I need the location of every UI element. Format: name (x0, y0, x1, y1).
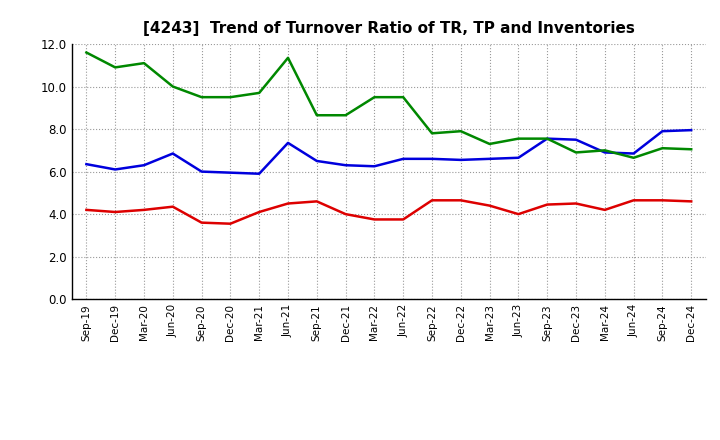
Inventories (197, 95, 206, 100)
Trade Payables (111, 167, 120, 172)
Trade Payables (284, 140, 292, 146)
Trade Payables (572, 137, 580, 142)
Line: Inventories: Inventories (86, 52, 691, 158)
Title: [4243]  Trend of Turnover Ratio of TR, TP and Inventories: [4243] Trend of Turnover Ratio of TR, TP… (143, 21, 635, 36)
Trade Receivables (226, 221, 235, 226)
Trade Receivables (456, 198, 465, 203)
Trade Receivables (428, 198, 436, 203)
Inventories (168, 84, 177, 89)
Legend: Trade Receivables, Trade Payables, Inventories: Trade Receivables, Trade Payables, Inven… (162, 438, 616, 440)
Trade Receivables (111, 209, 120, 215)
Inventories (428, 131, 436, 136)
Trade Payables (687, 128, 696, 133)
Trade Receivables (658, 198, 667, 203)
Trade Receivables (284, 201, 292, 206)
Inventories (399, 95, 408, 100)
Trade Receivables (312, 199, 321, 204)
Trade Payables (168, 151, 177, 156)
Inventories (255, 90, 264, 95)
Trade Receivables (168, 204, 177, 209)
Trade Payables (629, 151, 638, 156)
Inventories (687, 147, 696, 152)
Inventories (658, 146, 667, 151)
Trade Payables (485, 156, 494, 161)
Trade Receivables (572, 201, 580, 206)
Inventories (312, 113, 321, 118)
Trade Receivables (140, 207, 148, 213)
Trade Payables (658, 128, 667, 134)
Trade Payables (341, 162, 350, 168)
Inventories (543, 136, 552, 141)
Inventories (111, 65, 120, 70)
Trade Payables (456, 157, 465, 162)
Trade Payables (140, 162, 148, 168)
Trade Payables (428, 156, 436, 161)
Inventories (600, 148, 609, 153)
Inventories (572, 150, 580, 155)
Inventories (629, 155, 638, 161)
Trade Receivables (543, 202, 552, 207)
Inventories (140, 60, 148, 66)
Line: Trade Receivables: Trade Receivables (86, 200, 691, 224)
Trade Payables (197, 169, 206, 174)
Trade Receivables (600, 207, 609, 213)
Trade Payables (312, 158, 321, 164)
Inventories (485, 141, 494, 147)
Trade Receivables (197, 220, 206, 225)
Trade Receivables (629, 198, 638, 203)
Trade Receivables (370, 217, 379, 222)
Trade Payables (399, 156, 408, 161)
Trade Receivables (485, 203, 494, 208)
Trade Payables (514, 155, 523, 161)
Trade Payables (82, 161, 91, 167)
Trade Payables (543, 136, 552, 141)
Inventories (341, 113, 350, 118)
Inventories (370, 95, 379, 100)
Inventories (82, 50, 91, 55)
Trade Payables (370, 164, 379, 169)
Trade Payables (600, 150, 609, 155)
Trade Payables (255, 171, 264, 176)
Inventories (514, 136, 523, 141)
Trade Receivables (514, 212, 523, 217)
Inventories (284, 55, 292, 60)
Inventories (226, 95, 235, 100)
Trade Receivables (82, 207, 91, 213)
Trade Receivables (255, 209, 264, 215)
Trade Receivables (341, 212, 350, 217)
Trade Payables (226, 170, 235, 175)
Trade Receivables (687, 199, 696, 204)
Line: Trade Payables: Trade Payables (86, 130, 691, 174)
Inventories (456, 128, 465, 134)
Trade Receivables (399, 217, 408, 222)
